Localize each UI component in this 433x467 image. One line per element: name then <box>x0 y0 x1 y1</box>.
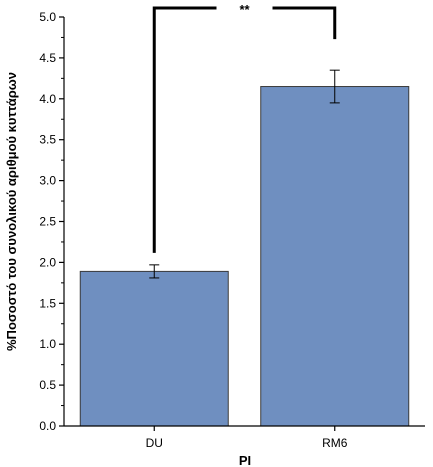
x-tick-label-RM6: RM6 <box>322 436 348 450</box>
x-axis-title: PI <box>239 453 251 467</box>
error-bars <box>149 69 340 279</box>
y-tick-label-10: 5.0 <box>39 10 56 24</box>
significance-bracket <box>152 6 337 253</box>
y-tick-label-7: 3.5 <box>39 133 56 147</box>
y-axis-title: %Ποσοστό του συνολικού αριθμού κυττάρων <box>4 72 19 351</box>
y-tick-label-4: 2.0 <box>39 255 56 269</box>
bars <box>79 86 410 427</box>
x-axis-tick-labels: DU RM6 <box>146 426 348 450</box>
y-tick-label-3: 1.5 <box>39 296 56 310</box>
y-tick-label-5: 2.5 <box>39 215 56 229</box>
bracket-right <box>272 6 337 40</box>
bar-RM6 <box>260 86 410 427</box>
y-tick-label-8: 4.0 <box>39 92 56 106</box>
y-tick-label-2: 1.0 <box>39 337 56 351</box>
y-tick-label-6: 3.0 <box>39 174 56 188</box>
y-tick-label-0: 0.0 <box>39 419 56 433</box>
y-tick-label-1: 0.5 <box>39 378 56 392</box>
significance-label: ** <box>239 2 250 17</box>
bar-DU <box>79 270 229 427</box>
y-axis-ticks: 0.0 0.5 1.0 1.5 2.0 2.5 3.0 3.5 4.0 4.5 5.0 <box>39 10 64 433</box>
bracket-left <box>152 6 217 253</box>
y-tick-label-9: 4.5 <box>39 51 56 65</box>
x-tick-label-DU: DU <box>146 436 163 450</box>
